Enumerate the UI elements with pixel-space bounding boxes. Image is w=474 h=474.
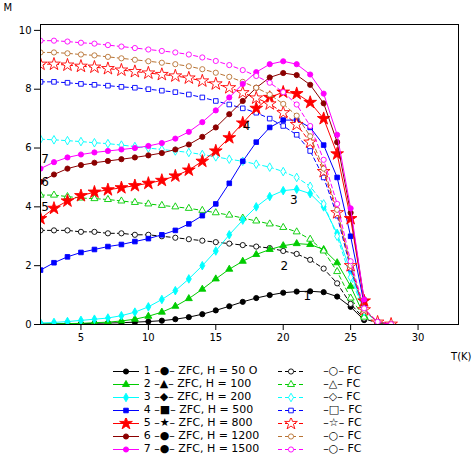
svg-text:4: 4 — [243, 119, 251, 133]
html-text:7 –●– ZFC, H = 1500: 7 –●– ZFC, H = 1500 — [143, 442, 260, 455]
html-text:6 –●– ZFC, H = 1200: 6 –●– ZFC, H = 1200 — [143, 429, 260, 442]
svg-text:30: 30 — [412, 332, 425, 343]
svg-text:1: 1 — [303, 289, 311, 303]
svg-text:T(K): T(K) — [450, 351, 472, 362]
svg-text:2: 2 — [281, 259, 289, 273]
html-text:–○– FC: –○– FC — [309, 364, 362, 377]
html-text:–△– FC: –△– FC — [309, 377, 361, 390]
html-text:2 –▲– ZFC, H = 100: 2 –▲– ZFC, H = 100 — [143, 377, 252, 390]
html-text:3 –◆– ZFC, H = 200: 3 –◆– ZFC, H = 200 — [143, 390, 252, 403]
svg-text:10: 10 — [142, 332, 155, 343]
svg-text:8: 8 — [25, 83, 31, 94]
svg-text:15: 15 — [209, 332, 222, 343]
html-text:–□– FC: –□– FC — [309, 403, 363, 416]
svg-text:25: 25 — [344, 332, 357, 343]
svg-text:2: 2 — [25, 260, 31, 271]
svg-text:10: 10 — [19, 25, 32, 36]
svg-text:6: 6 — [41, 175, 49, 189]
svg-text:20: 20 — [277, 332, 290, 343]
html-text:–○– FC: –○– FC — [309, 442, 362, 455]
html-text:1 –●– ZFC, H = 50 O: 1 –●– ZFC, H = 50 O — [143, 364, 258, 377]
svg-text:M: M — [4, 2, 13, 13]
svg-text:6: 6 — [25, 142, 31, 153]
svg-text:7: 7 — [41, 152, 49, 166]
svg-text:3: 3 — [290, 193, 298, 207]
html-text:5 –★– ZFC, H = 800: 5 –★– ZFC, H = 800 — [143, 416, 253, 429]
svg-text:5: 5 — [41, 200, 49, 214]
html-text:–☆– FC: –☆– FC — [309, 416, 362, 429]
svg-text:5: 5 — [78, 332, 84, 343]
html-text:–◇– FC: –◇– FC — [309, 390, 361, 403]
html-text:–○– FC: –○– FC — [309, 429, 362, 442]
svg-text:0: 0 — [25, 319, 31, 330]
html-text:4 –■– ZFC, H = 500: 4 –■– ZFC, H = 500 — [143, 403, 254, 416]
svg-text:4: 4 — [25, 201, 31, 212]
